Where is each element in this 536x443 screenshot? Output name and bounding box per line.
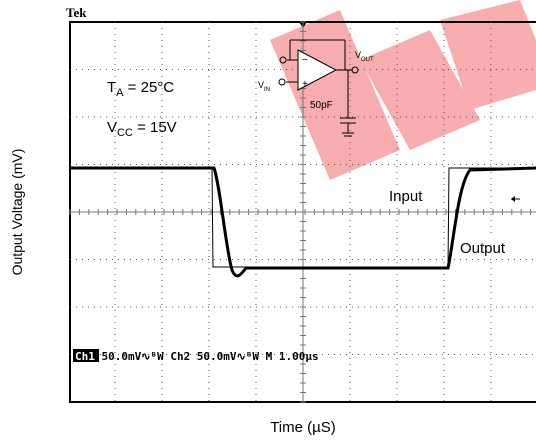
y-axis-label: Output Voltage (mV) <box>9 149 25 276</box>
vin-sub: IN <box>264 87 270 93</box>
channel: Ch1 <box>75 350 95 363</box>
output-label: Output <box>460 240 506 257</box>
minus-sign: − <box>302 55 308 66</box>
temp-label: TA = 25°C <box>107 79 174 99</box>
status-text: 50.0mV∿ᴮW Ch2 50.0mV∿ᴮW M 1.00µs <box>95 350 319 363</box>
cap-label: 50pF <box>310 100 333 111</box>
vout-sub: OUT <box>361 57 374 63</box>
brand: Tek <box>66 5 87 20</box>
x-axis-label: Time (µS) <box>270 419 336 436</box>
marker-head <box>511 196 515 202</box>
scope-figure: Tek − + V OUT VIN 50pF TA = 25°C VCC = 15… <box>0 0 536 443</box>
supply-main: V <box>107 119 117 136</box>
watermark <box>270 0 536 180</box>
supply-rest: = 15V <box>133 119 177 136</box>
supply-label: VCC = 15V <box>107 119 177 139</box>
temp-main: T <box>107 79 116 96</box>
vin-label: VIN <box>258 80 270 93</box>
temp-rest: = 25°C <box>124 79 175 96</box>
supply-sub: CC <box>117 127 133 139</box>
input-label: Input <box>389 188 423 205</box>
scope-status: Ch1 50.0mV∿ᴮW Ch2 50.0mV∿ᴮW M 1.00µs <box>75 350 319 363</box>
plus-sign: + <box>302 79 308 90</box>
